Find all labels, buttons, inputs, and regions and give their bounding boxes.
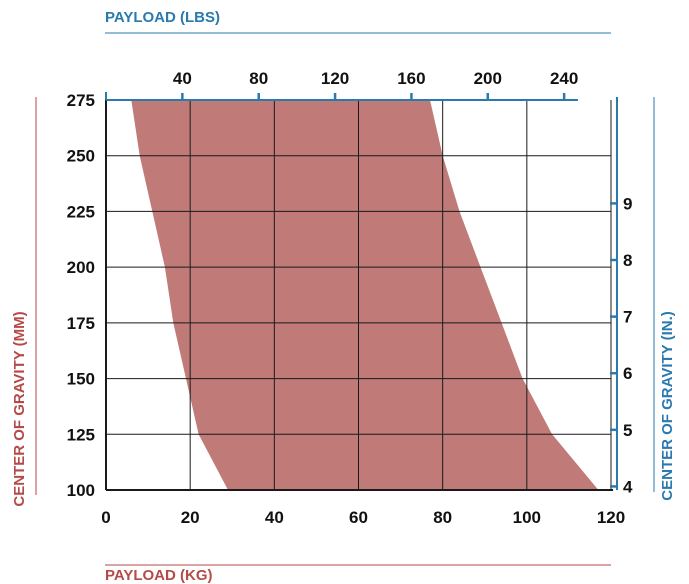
bottom-tick-label: 20 — [181, 508, 200, 527]
bottom-axis-title: PAYLOAD (KG) — [105, 567, 213, 584]
left-tick-label: 200 — [67, 258, 95, 277]
left-tick-label: 275 — [67, 91, 95, 110]
top-axis-title: PAYLOAD (LBS) — [105, 9, 220, 26]
right-tick-label: 7 — [623, 308, 632, 327]
grid-layer — [106, 100, 612, 491]
bottom-tick-label: 40 — [265, 508, 284, 527]
left-tick-label: 175 — [67, 314, 95, 333]
top-tick-label: 120 — [321, 69, 349, 88]
left-tick-label: 225 — [67, 202, 95, 221]
right-tick-label: 8 — [623, 251, 632, 270]
band-layer — [131, 100, 599, 490]
right-axis-title: CENTER OF GRAVITY (IN.) — [659, 311, 676, 500]
axes-layer: 0 20 40 60 80 100 120 100 125 150 175 200 225 250 275 4… — [67, 69, 633, 527]
payload-cg-band — [131, 100, 599, 490]
top-tick-label: 40 — [173, 69, 192, 88]
right-tick-label: 6 — [623, 364, 632, 383]
bottom-tick-label: 0 — [101, 508, 110, 527]
right-tick-label: 5 — [623, 421, 632, 440]
top-tick-label: 200 — [474, 69, 502, 88]
top-tick-label: 160 — [397, 69, 425, 88]
bottom-tick-label: 100 — [513, 508, 541, 527]
left-tick-label: 150 — [67, 370, 95, 389]
left-axis-title: CENTER OF GRAVITY (MM) — [11, 311, 28, 506]
bottom-tick-label: 60 — [349, 508, 368, 527]
left-tick-label: 250 — [67, 147, 95, 166]
right-tick-label: 4 — [623, 477, 633, 496]
top-tick-label: 80 — [249, 69, 268, 88]
bottom-tick-label: 80 — [433, 508, 452, 527]
bottom-tick-label: 120 — [597, 508, 625, 527]
left-tick-label: 125 — [67, 425, 95, 444]
top-tick-label: 240 — [550, 69, 578, 88]
right-tick-label: 9 — [623, 194, 632, 213]
left-tick-label: 100 — [67, 481, 95, 500]
